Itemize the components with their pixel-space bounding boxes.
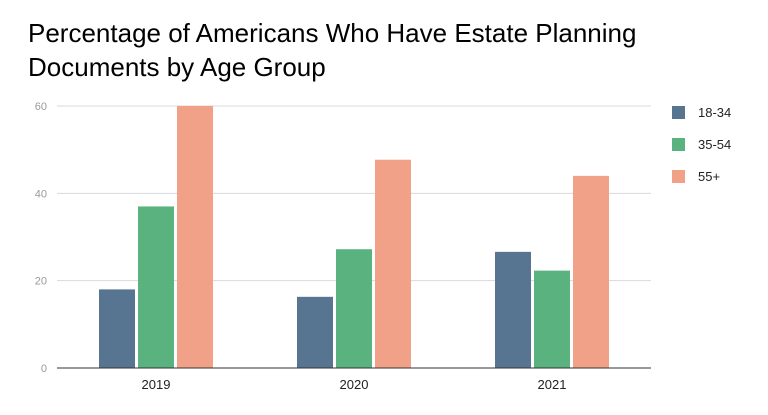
legend-swatch-18-34 xyxy=(672,105,685,119)
x-tick-label-2019: 2019 xyxy=(142,377,171,392)
y-tick-label-0: 0 xyxy=(41,363,47,375)
chart-title-line-2: Documents by Age Group xyxy=(28,52,326,82)
bar-2020-18-34 xyxy=(297,296,333,368)
legend-label-35-54: 35-54 xyxy=(698,136,732,152)
bar-2019-55plus xyxy=(177,106,213,368)
legend-item-18-34: 18-34 xyxy=(672,96,762,128)
x-axis-ticks: 2019 2020 2021 xyxy=(142,377,567,392)
legend: 18-34 35-54 55+ xyxy=(672,96,762,192)
legend-swatch-55-plus xyxy=(672,169,685,183)
legend-item-35-54: 35-54 xyxy=(672,128,762,160)
legend-swatch-35-54 xyxy=(672,137,685,151)
y-tick-label-20: 20 xyxy=(35,276,47,288)
x-tick-label-2020: 2020 xyxy=(340,377,369,392)
x-tick-label-2021: 2021 xyxy=(538,377,567,392)
bar-2020-35-54 xyxy=(336,249,372,368)
chart-title-line-1: Percentage of Americans Who Have Estate … xyxy=(28,18,637,48)
y-axis-ticks: 0 20 40 60 xyxy=(35,101,47,375)
y-tick-label-60: 60 xyxy=(35,101,47,113)
bar-2019-35-54 xyxy=(138,206,174,368)
legend-label-55-plus: 55+ xyxy=(698,168,721,184)
bar-2021-18-34 xyxy=(495,251,531,368)
legend-item-55-plus: 55+ xyxy=(672,160,762,192)
legend-label-18-34: 18-34 xyxy=(698,104,732,120)
bar-2021-55plus xyxy=(573,175,609,368)
chart-title: Percentage of Americans Who Have Estate … xyxy=(28,16,728,84)
bar-2021-35-54 xyxy=(534,270,570,368)
bar-2019-18-34 xyxy=(99,289,135,368)
bar-2020-55plus xyxy=(375,159,411,368)
y-tick-label-40: 40 xyxy=(35,188,47,200)
bars xyxy=(99,106,609,368)
